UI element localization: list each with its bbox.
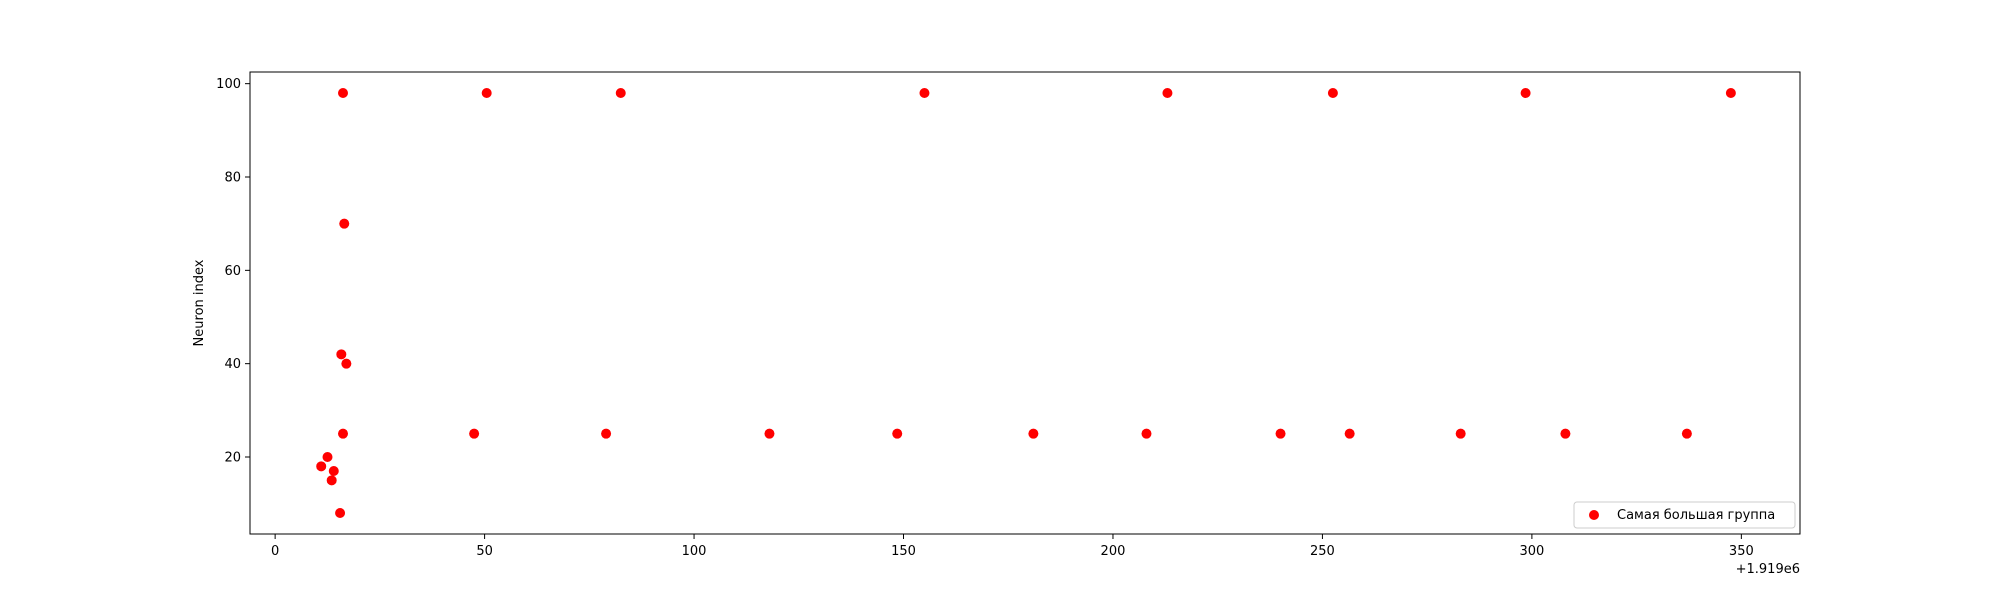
data-point bbox=[1725, 88, 1736, 98]
x-tick-label: 150 bbox=[891, 544, 916, 559]
y-tick-label: 20 bbox=[224, 451, 241, 466]
x-tick-label: 0 bbox=[271, 544, 279, 559]
data-point bbox=[326, 475, 337, 486]
data-point bbox=[339, 218, 350, 229]
x-tick-label: 50 bbox=[476, 544, 493, 559]
data-point bbox=[481, 88, 492, 98]
data-point bbox=[919, 88, 930, 98]
x-axis-offset-label: +1.919e6 bbox=[1736, 562, 1800, 577]
data-point bbox=[335, 508, 346, 518]
data-point bbox=[1162, 88, 1173, 98]
x-tick-label: 350 bbox=[1729, 544, 1754, 559]
data-points bbox=[316, 88, 1736, 518]
data-point bbox=[1344, 428, 1355, 439]
data-point bbox=[892, 428, 903, 439]
x-tick-label: 100 bbox=[682, 544, 707, 559]
data-point bbox=[1455, 428, 1466, 439]
data-point bbox=[341, 358, 352, 369]
legend-box bbox=[1573, 501, 1796, 529]
data-point bbox=[328, 466, 339, 476]
legend-label: Самая большая группа bbox=[1617, 508, 1775, 523]
data-point bbox=[1275, 428, 1286, 439]
data-point bbox=[1141, 428, 1152, 439]
x-tick-label: 200 bbox=[1101, 544, 1126, 559]
data-point bbox=[322, 452, 333, 462]
data-point bbox=[316, 461, 327, 472]
data-point bbox=[336, 349, 347, 360]
plot-area-frame bbox=[249, 71, 1801, 535]
data-point bbox=[615, 88, 626, 98]
axis-ticks: 0 50 100 150 200 250 300 350 20 40 60 80 100 bbox=[216, 77, 1754, 559]
data-point bbox=[764, 428, 775, 439]
data-point bbox=[469, 428, 480, 439]
x-tick-label: 250 bbox=[1310, 544, 1335, 559]
x-tick-label: 300 bbox=[1519, 544, 1544, 559]
legend: Самая большая группа bbox=[1573, 501, 1796, 529]
data-point bbox=[1520, 88, 1531, 98]
y-tick-label: 100 bbox=[216, 77, 241, 92]
y-axis-label: Neuron index bbox=[192, 259, 207, 346]
data-point bbox=[601, 428, 612, 439]
data-point bbox=[1028, 428, 1039, 439]
data-point bbox=[338, 428, 348, 439]
y-tick-label: 60 bbox=[224, 264, 241, 279]
y-tick-label: 80 bbox=[224, 171, 241, 186]
data-point bbox=[338, 88, 348, 98]
data-point bbox=[1327, 88, 1338, 98]
data-point bbox=[1681, 428, 1692, 439]
data-point bbox=[1560, 428, 1571, 439]
y-tick-label: 40 bbox=[224, 357, 241, 372]
legend-marker bbox=[1589, 510, 1599, 520]
